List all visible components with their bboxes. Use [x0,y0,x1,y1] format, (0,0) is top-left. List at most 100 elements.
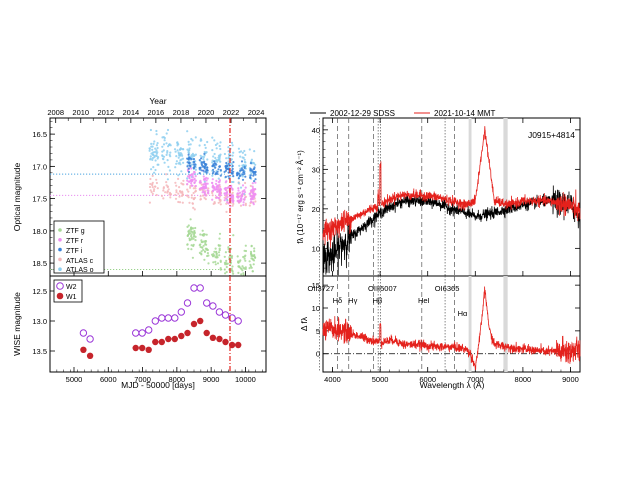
optical-point-ztf-g [228,256,231,259]
optical-point-ztf-g [198,251,201,254]
optical-point-atlas-o [166,159,169,162]
optical-point-ztf-i [218,165,221,168]
wise-y-tick-label: 13.0 [32,317,47,326]
optical-point-atlas-o [177,151,180,154]
year-axis-title: Year [149,96,166,106]
optical-point-atlas-o [161,150,164,153]
optical-point-ztf-g [219,260,222,263]
optical-point-atlas-o [154,168,157,172]
wise-y-tick-label: 12.5 [32,287,47,296]
optical-point-ztf-g [230,267,233,270]
optical-point-atlas-o [166,150,169,153]
optical-point-atlas-c [149,182,152,186]
wise-point-w1 [178,332,185,340]
wise-point-w2 [138,329,146,337]
optical-y-tick-label: 18.0 [32,227,47,236]
optical-point-atlas-o [227,160,230,163]
optical-point-ztf-g [253,247,256,250]
optical-point-ztf-i [186,165,189,168]
optical-point-atlas-o [152,142,155,145]
optical-point-atlas-c [192,191,195,195]
optical-point-ztf-g [250,245,253,248]
optical-point-atlas-o [150,142,153,145]
optical-point-atlas-o [151,158,154,161]
optical-point-ztf-g [207,262,210,265]
optical-y-title: Optical magnitude [12,162,22,231]
wise-point-w1 [209,334,217,341]
optical-point-atlas-c [151,192,154,195]
optical-point-ztf-r [224,181,227,184]
optical-point-ztf-g [218,232,222,235]
optical-point-ztf-g [224,272,227,275]
optical-point-ztf-r [230,184,233,187]
optical-point-atlas-c [175,191,178,194]
optical-point-ztf-g [244,259,247,262]
optical-point-ztf-r [228,192,231,195]
optical-point-atlas-o [181,157,185,160]
optical-point-ztf-i [249,168,252,172]
optical-point-atlas-o [243,149,246,153]
optical-point-atlas-o [175,155,178,158]
wise-panel: 12.5 13.0 13.5 5000 6000 7000 8000 9000 10000 W… [12,271,267,390]
optical-point-ztf-g [248,267,251,270]
optical-point-atlas-c [204,198,207,201]
optical-points [148,128,257,276]
optical-point-atlas-o [165,132,168,135]
optical-point-atlas-o [176,144,179,147]
optical-point-ztf-r [228,185,231,188]
optical-point-atlas-c [186,188,189,191]
optical-point-ztf-i [251,170,254,173]
optical-point-ztf-r [253,195,256,198]
wise-point-w2 [203,299,211,307]
optical-legend-marker [58,228,62,232]
optical-point-ztf-r [218,189,221,192]
optical-point-ztf-g [190,230,193,233]
optical-point-ztf-i [188,157,191,160]
optical-point-ztf-i [213,162,216,165]
wise-point-w1 [152,338,159,346]
optical-point-ztf-i [226,165,229,168]
optical-point-ztf-r [214,182,218,185]
optical-point-atlas-o [154,147,157,150]
year-tick-label: 2008 [47,108,64,117]
optical-point-atlas-c [162,189,165,192]
optical-point-atlas-c [219,203,222,206]
diff-y-tick-label: 5 [316,327,320,336]
year-tick-label: 2020 [198,108,215,117]
optical-point-atlas-c [162,197,165,200]
optical-point-atlas-o [182,161,185,164]
optical-point-ztf-i [244,175,247,178]
optical-point-ztf-g [244,244,247,247]
optical-point-atlas-o [169,151,172,154]
optical-point-ztf-g [236,255,239,258]
optical-point-atlas-c [187,190,190,193]
optical-point-ztf-g [240,273,243,276]
w2-legend-label: W2 [66,284,77,291]
optical-point-atlas-o [165,142,168,145]
optical-point-ztf-r [250,200,253,203]
emission-line-label: OIII5007 [368,284,397,293]
optical-point-atlas-c [178,195,181,198]
optical-point-ztf-i [243,166,246,170]
optical-point-atlas-o [215,147,218,150]
optical-point-ztf-g [193,234,196,237]
optical-point-atlas-o [243,160,246,164]
optical-point-atlas-c [151,186,154,189]
optical-point-atlas-c [181,193,184,196]
optical-point-ztf-g [251,254,254,257]
optical-legend-marker [58,238,62,242]
optical-point-atlas-o [152,166,155,169]
flux-y-tick-label: 10 [312,244,320,253]
optical-point-atlas-c [249,184,252,187]
optical-point-ztf-g [199,233,202,236]
optical-point-atlas-o [211,149,214,152]
optical-point-ztf-g [244,267,247,271]
optical-point-atlas-o [227,156,230,159]
optical-point-ztf-i [231,167,234,170]
optical-point-atlas-o [161,145,164,148]
optical-point-ztf-i [225,161,228,165]
optical-point-atlas-c [153,188,156,191]
mjd-tick-label: 10000 [235,375,256,384]
diff-y-tick-label: 15 [312,281,320,290]
optical-point-atlas-o [156,151,159,154]
